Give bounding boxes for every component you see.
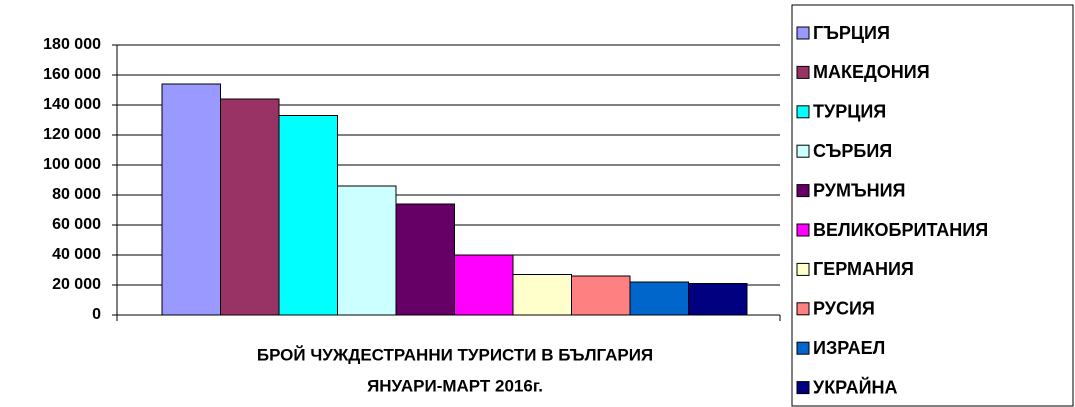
y-tick-label: 40 000: [52, 246, 101, 263]
bar: [395, 203, 455, 316]
legend-label: СЪРБИЯ: [813, 141, 892, 161]
x-axis-title: БРОЙ ЧУЖДЕСТРАННИ ТУРИСТИ В БЪЛГАРИЯ: [257, 345, 653, 364]
legend-swatch: [796, 65, 810, 79]
y-tick-label: 180 000: [43, 36, 101, 53]
legend-swatch: [796, 144, 810, 158]
legend-label: ТУРЦИЯ: [813, 102, 886, 122]
legend-label: РУМЪНИЯ: [813, 180, 906, 200]
legend-label: ИЗРАЕЛ: [813, 338, 885, 358]
bar: [688, 283, 748, 316]
bar: [454, 254, 514, 316]
x-axis-title: ЯНУАРИ-МАРТ 2016г.: [367, 376, 543, 395]
y-tick-label: 160 000: [43, 66, 101, 83]
legend-swatch: [796, 302, 810, 316]
bar: [512, 274, 572, 316]
bar: [220, 98, 280, 316]
legend-swatch: [796, 105, 810, 119]
legend-label: РУСИЯ: [813, 299, 875, 319]
y-tick-label: 60 000: [52, 216, 101, 233]
legend-swatch: [796, 223, 810, 237]
legend-label: ВЕЛИКОБРИТАНИЯ: [813, 220, 988, 240]
bar: [278, 115, 338, 316]
y-tick-label: 140 000: [43, 96, 101, 113]
legend-swatch: [796, 262, 810, 276]
y-tick-label: 120 000: [43, 126, 101, 143]
bar: [629, 281, 689, 316]
legend-swatch: [796, 381, 810, 395]
legend-swatch: [796, 184, 810, 198]
bar: [337, 185, 397, 316]
legend-label: ГЕРМАНИЯ: [813, 259, 914, 279]
y-tick-label: 0: [92, 306, 101, 323]
y-tick-label: 80 000: [52, 186, 101, 203]
y-tick-label: 100 000: [43, 156, 101, 173]
legend-label: ГЪРЦИЯ: [813, 23, 890, 43]
legend-swatch: [796, 341, 810, 355]
legend-box: [791, 4, 1074, 407]
legend-label: МАКЕДОНИЯ: [813, 62, 930, 82]
legend-label: УКРАЙНА: [813, 376, 898, 397]
y-tick-label: 20 000: [52, 276, 101, 293]
legend-swatch: [796, 26, 810, 40]
bar: [161, 83, 221, 316]
bar: [571, 275, 631, 316]
